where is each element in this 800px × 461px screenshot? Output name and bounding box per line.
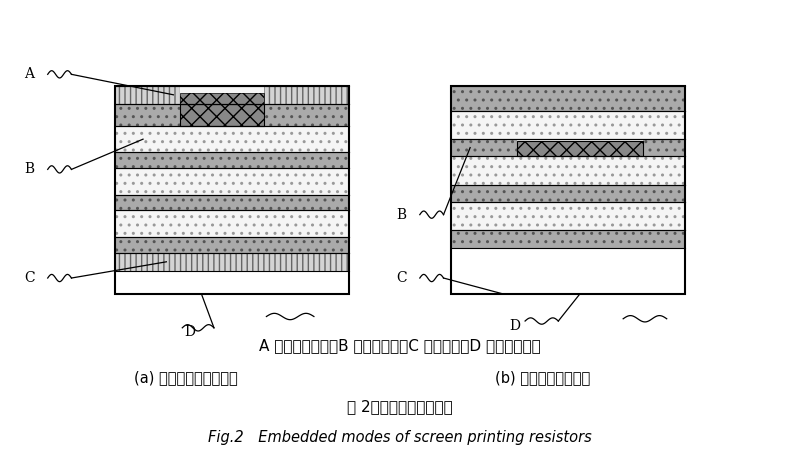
Text: B: B <box>24 162 34 177</box>
Bar <box>115 86 349 104</box>
Text: Fig.2 Embedded modes of screen printing resistors: Fig.2 Embedded modes of screen printing … <box>208 430 592 445</box>
Text: A 为阻焚油墨层；B 为网印电阵；C 为介质层；D 为铜面图形层: A 为阻焚油墨层；B 为网印电阵；C 为介质层；D 为铜面图形层 <box>259 338 541 354</box>
Bar <box>180 93 265 104</box>
Bar <box>115 168 349 195</box>
Bar <box>115 153 349 168</box>
Bar <box>115 195 349 210</box>
Bar <box>115 126 349 153</box>
Bar <box>451 230 685 248</box>
Bar <box>115 86 349 104</box>
Text: (a) 外层电路板内埋电阵: (a) 外层电路板内埋电阵 <box>134 370 238 385</box>
Bar <box>451 111 685 139</box>
Bar <box>643 139 685 156</box>
Bar <box>115 237 349 253</box>
Bar <box>451 230 685 248</box>
Bar <box>115 153 349 168</box>
Bar <box>517 139 643 156</box>
Bar <box>115 86 349 104</box>
Bar <box>180 104 265 126</box>
Bar <box>451 86 685 294</box>
Bar <box>451 156 685 184</box>
Bar <box>451 202 685 230</box>
Bar <box>115 86 349 104</box>
Bar <box>180 97 265 126</box>
Bar <box>115 253 349 271</box>
Bar <box>115 104 349 126</box>
Bar <box>115 168 349 195</box>
Bar <box>451 202 685 230</box>
Bar <box>517 141 643 156</box>
Text: C: C <box>396 271 406 285</box>
Bar <box>115 126 349 153</box>
Bar <box>115 210 349 237</box>
Text: B: B <box>396 207 406 222</box>
Bar <box>451 184 685 202</box>
Bar <box>517 141 643 156</box>
Text: D: D <box>510 319 520 332</box>
Bar <box>643 139 685 156</box>
Bar <box>180 93 265 104</box>
Bar <box>451 184 685 202</box>
Bar <box>115 253 349 271</box>
Bar <box>115 86 349 294</box>
Bar <box>115 195 349 210</box>
Text: A: A <box>24 67 34 81</box>
Bar <box>451 156 685 184</box>
Bar <box>115 237 349 253</box>
Bar <box>451 111 685 139</box>
Text: D: D <box>185 325 196 339</box>
Bar <box>180 104 265 126</box>
Bar <box>451 86 685 111</box>
Bar <box>115 104 349 126</box>
Bar <box>180 86 265 104</box>
Text: (b) 内层板芯内埋电阵: (b) 内层板芯内埋电阵 <box>495 370 590 385</box>
Text: 图 2　网印电阵内埋方式: 图 2 网印电阵内埋方式 <box>347 400 453 414</box>
Bar <box>451 139 517 156</box>
Bar <box>115 210 349 237</box>
Bar <box>451 86 685 111</box>
Text: C: C <box>24 271 34 285</box>
Bar <box>451 139 517 156</box>
